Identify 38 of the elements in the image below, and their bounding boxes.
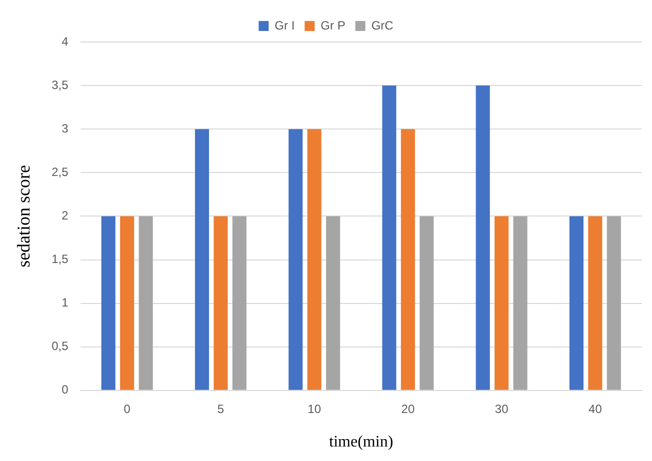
x-tick-label: 20 bbox=[401, 402, 415, 416]
y-tick-label: 3,5 bbox=[52, 78, 69, 92]
bar bbox=[232, 216, 246, 390]
y-tick-label: 2 bbox=[62, 208, 69, 223]
bar bbox=[588, 216, 602, 390]
bar bbox=[138, 216, 153, 390]
y-tick-label: 4 bbox=[62, 34, 69, 48]
y-tick-label: 2,5 bbox=[52, 164, 69, 179]
x-tick-label: 10 bbox=[308, 402, 322, 416]
bar bbox=[214, 216, 228, 390]
bar bbox=[194, 129, 210, 390]
x-tick-label: 30 bbox=[494, 402, 509, 416]
bar bbox=[382, 86, 396, 390]
bar bbox=[307, 129, 322, 390]
bar bbox=[288, 129, 303, 390]
bar bbox=[476, 86, 490, 390]
y-tick-label: 0 bbox=[62, 382, 69, 397]
y-tick-label: 0,5 bbox=[52, 339, 69, 354]
x-axis-title: time(min) bbox=[329, 434, 394, 451]
y-tick-label: 1 bbox=[62, 296, 69, 310]
bar bbox=[120, 216, 134, 390]
bar bbox=[569, 216, 584, 390]
x-tick-label: 0 bbox=[124, 402, 131, 416]
bar bbox=[400, 129, 415, 390]
bar bbox=[494, 216, 509, 390]
bar bbox=[101, 216, 116, 390]
bar bbox=[420, 216, 434, 390]
legend-label: GrC bbox=[371, 18, 394, 32]
bar bbox=[326, 216, 340, 390]
x-tick-label: 40 bbox=[588, 402, 602, 416]
y-axis-title: sedation score bbox=[14, 164, 34, 268]
y-tick-label: 3 bbox=[62, 121, 69, 136]
legend-label: Gr I bbox=[274, 18, 295, 32]
bar bbox=[606, 216, 621, 390]
bar bbox=[513, 216, 528, 390]
y-tick-label: 1,5 bbox=[52, 252, 69, 266]
x-tick-label: 5 bbox=[217, 402, 224, 416]
legend-label: Gr P bbox=[320, 18, 346, 32]
